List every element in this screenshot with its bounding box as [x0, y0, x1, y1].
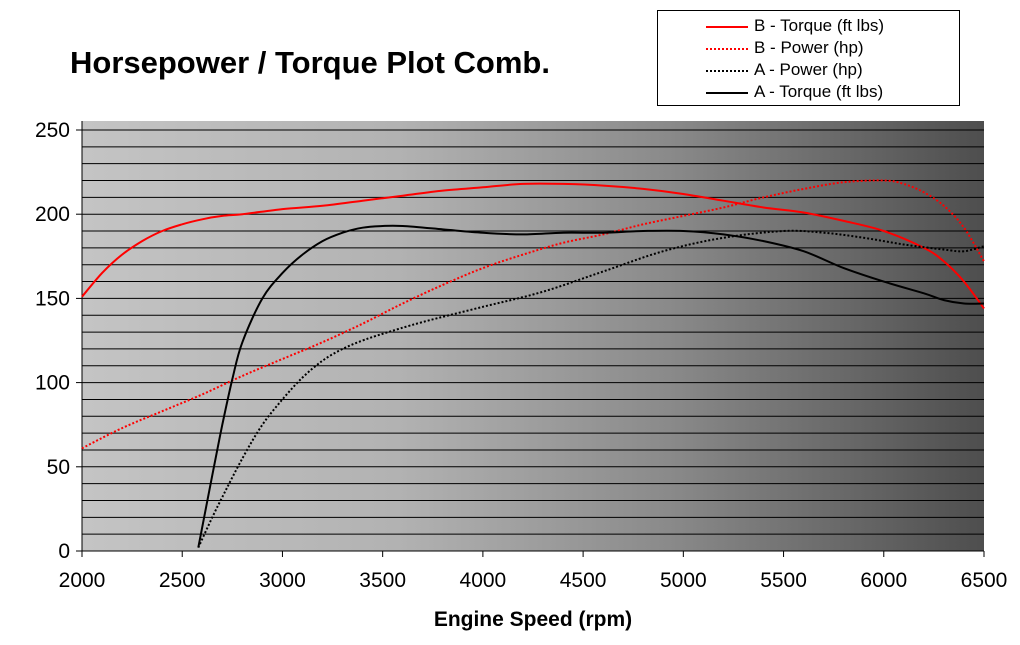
x-tick-label: 3000	[259, 569, 306, 592]
series-line-3	[197, 224, 985, 548]
y-tick-label: 200	[35, 203, 70, 226]
legend-item-b-torque: B - Torque (ft lbs)	[658, 15, 961, 37]
x-tick-label: 2500	[159, 569, 206, 592]
chart-legend: B - Torque (ft lbs) B - Power (hp) A - P…	[657, 10, 960, 106]
y-tick-label: 50	[47, 456, 70, 479]
x-tick-label: 4000	[460, 569, 507, 592]
x-tick-label: 2000	[59, 569, 106, 592]
legend-swatch	[706, 70, 748, 72]
x-tick-label: 5500	[760, 569, 807, 592]
series-line-0	[81, 182, 985, 310]
y-tick-label: 250	[35, 119, 70, 142]
plot-background	[82, 121, 984, 551]
legend-item-b-power: B - Power (hp)	[658, 37, 961, 59]
y-tick-label: 100	[35, 372, 70, 395]
legend-label: A - Power (hp)	[754, 60, 863, 79]
axes	[76, 121, 985, 557]
y-tick-label: 150	[35, 287, 70, 310]
x-tick-label: 5000	[660, 569, 707, 592]
series-lines	[81, 179, 985, 549]
x-tick-label: 6500	[961, 569, 1008, 592]
series-line-1	[81, 179, 985, 450]
tick-labels: 0 50 100 150 200 250 2000 2500 3000 3500 4000 4500 5…	[35, 119, 1007, 592]
legend-swatch	[706, 92, 748, 94]
legend-swatch	[706, 48, 748, 50]
legend-swatch	[706, 26, 748, 28]
series-line-2	[197, 229, 985, 549]
legend-label: A - Torque (ft lbs)	[754, 82, 884, 101]
x-tick-label: 4500	[560, 569, 607, 592]
legend-item-a-torque: A - Torque (ft lbs)	[658, 81, 961, 103]
x-tick-label: 6000	[860, 569, 907, 592]
x-tick-label: 3500	[359, 569, 406, 592]
legend-label: B - Torque (ft lbs)	[754, 16, 885, 35]
legend-label: B - Power (hp)	[754, 38, 864, 57]
legend-item-a-power: A - Power (hp)	[658, 59, 961, 81]
chart-title: Horsepower / Torque Plot Comb.	[70, 45, 550, 80]
y-tick-label: 0	[58, 540, 70, 563]
x-axis-title: Engine Speed (rpm)	[434, 608, 632, 631]
